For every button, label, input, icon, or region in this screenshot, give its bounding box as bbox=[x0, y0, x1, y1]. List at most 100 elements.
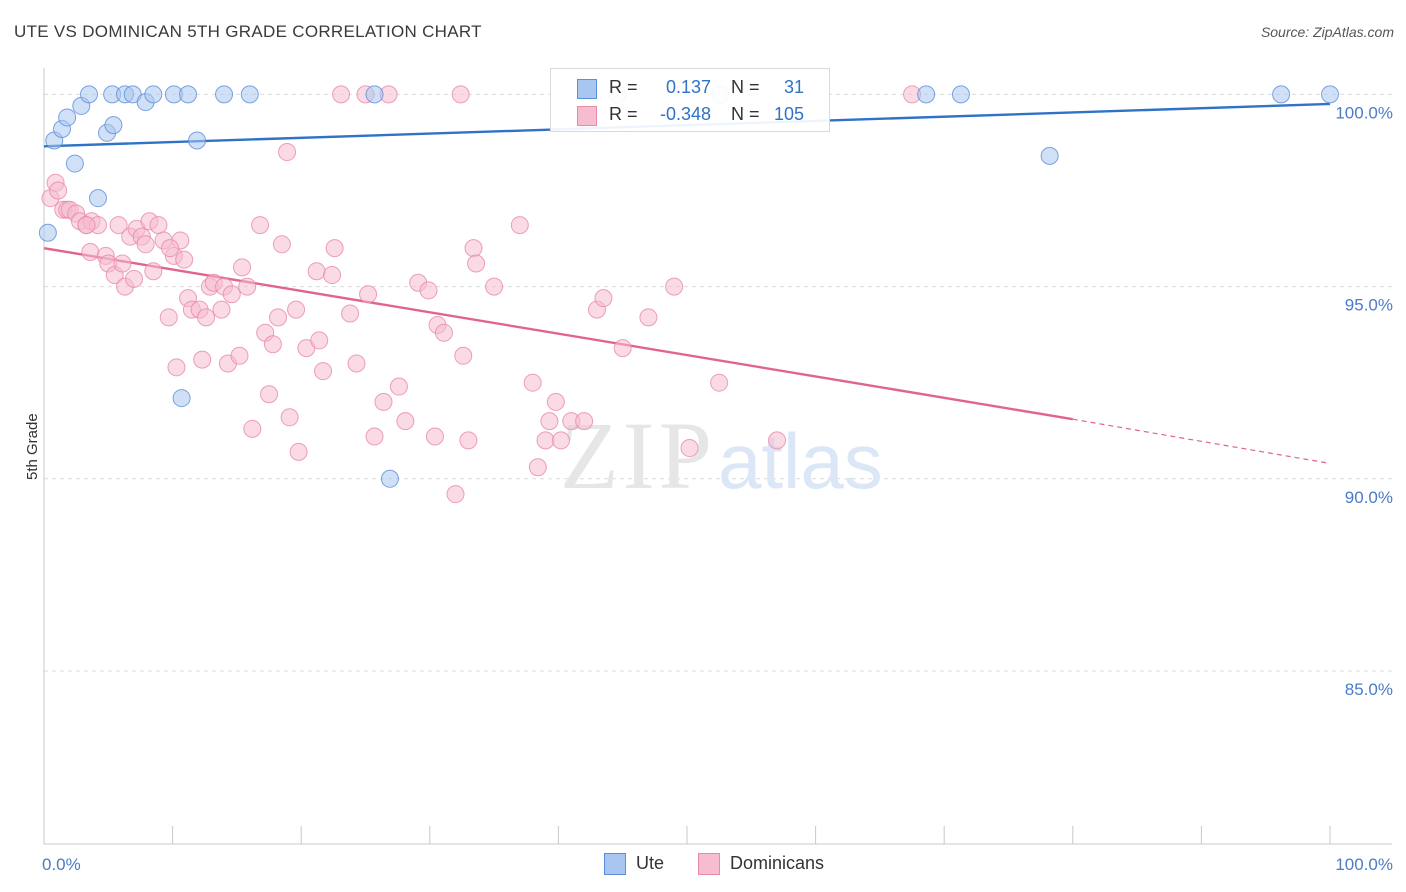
legend-row-ute: R = 0.137 N = 31 bbox=[551, 73, 829, 100]
dominicans-point bbox=[325, 239, 344, 258]
x-tick-label: 100.0% bbox=[1335, 855, 1393, 874]
dominicans-point bbox=[359, 285, 378, 304]
dominicans-point bbox=[639, 308, 658, 327]
dominicans-point bbox=[222, 285, 241, 304]
dominicans-point bbox=[238, 277, 257, 296]
n-value: 105 bbox=[773, 104, 804, 124]
dominicans-point bbox=[464, 239, 483, 258]
dominicans-point bbox=[323, 266, 342, 285]
ute-point bbox=[1321, 85, 1339, 104]
ute-point bbox=[917, 85, 936, 104]
legend-swatch-dominicans bbox=[577, 106, 597, 126]
dominicans-point bbox=[269, 308, 288, 327]
ute-point bbox=[89, 189, 108, 208]
ute-point bbox=[172, 389, 191, 408]
ute-point bbox=[38, 223, 57, 242]
dominicans-point bbox=[485, 277, 504, 296]
ute-point bbox=[1272, 85, 1291, 104]
dominicans-point bbox=[680, 439, 699, 458]
dominicans-point bbox=[536, 431, 555, 450]
legend-row-dominicans: R = -0.348 N = 105 bbox=[551, 100, 829, 127]
dominicans-point bbox=[434, 323, 453, 342]
dominicans-trend-extrapolation bbox=[1072, 418, 1331, 465]
dominicans-point bbox=[523, 373, 542, 392]
dominicans-point bbox=[81, 242, 100, 261]
legend-swatch-ute bbox=[577, 79, 597, 99]
x-tick-label: 0.0% bbox=[42, 855, 81, 874]
dominicans-point bbox=[161, 239, 180, 258]
dominicans-point bbox=[768, 431, 787, 450]
ute-point bbox=[80, 85, 99, 104]
n-value: 31 bbox=[783, 77, 804, 97]
dominicans-point bbox=[49, 181, 68, 200]
dominicans-point bbox=[193, 350, 212, 369]
dominicans-point bbox=[665, 277, 684, 296]
ute-point bbox=[380, 469, 399, 488]
n-label: N = bbox=[731, 104, 760, 124]
ute-point bbox=[1040, 146, 1059, 165]
dominicans-point bbox=[419, 281, 438, 300]
y-tick-label: 100.0% bbox=[1335, 103, 1393, 122]
r-label: R = bbox=[609, 104, 638, 124]
dominicans-point bbox=[710, 373, 729, 392]
dominicans-point bbox=[365, 427, 384, 446]
r-value: 0.137 bbox=[665, 77, 711, 97]
dominicans-point bbox=[467, 254, 486, 273]
ute-point bbox=[240, 85, 259, 104]
dominicans-point bbox=[77, 216, 96, 235]
dominicans-point bbox=[341, 304, 360, 323]
legend-label-ute: Ute bbox=[636, 853, 665, 873]
tick-labels: 100.0% 95.0% 90.0% 85.0% 0.0% 100.0% bbox=[42, 103, 1393, 874]
dominicans-point bbox=[263, 335, 282, 354]
dominicans-point bbox=[159, 308, 178, 327]
ute-point bbox=[365, 85, 384, 104]
dominicans-point bbox=[144, 262, 163, 281]
dominicans-point bbox=[332, 85, 351, 104]
dominicans-point bbox=[454, 346, 473, 365]
chart-title: UTE VS DOMINICAN 5TH GRADE CORRELATION C… bbox=[14, 22, 482, 41]
y-tick-label: 85.0% bbox=[1345, 680, 1393, 699]
r-value: -0.348 bbox=[659, 104, 711, 124]
dominicans-points bbox=[41, 85, 922, 504]
dominicans-point bbox=[125, 269, 144, 288]
ute-point bbox=[65, 154, 84, 173]
dominicans-point bbox=[310, 331, 329, 350]
dominicans-point bbox=[149, 216, 168, 235]
dominicans-point bbox=[109, 216, 128, 235]
dominicans-point bbox=[233, 258, 252, 277]
watermark-atlas: atlas bbox=[718, 417, 883, 505]
dominicans-point bbox=[272, 235, 291, 254]
source-label: Source: ZipAtlas.com bbox=[1260, 24, 1394, 40]
dominicans-point bbox=[451, 85, 470, 104]
dominicans-point bbox=[425, 427, 444, 446]
dominicans-point bbox=[278, 143, 297, 162]
dominicans-point bbox=[613, 339, 632, 358]
dominicans-point bbox=[212, 300, 231, 319]
n-label: N = bbox=[731, 77, 760, 97]
dominicans-point bbox=[347, 354, 366, 373]
ute-point bbox=[951, 85, 970, 104]
dominicans-point bbox=[243, 419, 262, 438]
dominicans-point bbox=[289, 442, 308, 461]
dominicans-point bbox=[167, 358, 186, 377]
dominicans-point bbox=[510, 216, 529, 235]
dominicans-point bbox=[396, 412, 415, 431]
y-tick-label: 90.0% bbox=[1345, 488, 1393, 507]
dominicans-point bbox=[136, 235, 155, 254]
legend-swatch-ute bbox=[604, 853, 626, 875]
dominicans-point bbox=[307, 262, 326, 281]
dominicans-point bbox=[251, 216, 270, 235]
ute-point bbox=[58, 108, 77, 127]
stats-legend: R = 0.137 N = 31 R = -0.348 N = 105 bbox=[550, 68, 830, 132]
dominicans-point bbox=[374, 392, 393, 411]
ute-point bbox=[144, 85, 163, 104]
ute-point bbox=[104, 116, 123, 135]
dominicans-point bbox=[575, 412, 594, 431]
dominicans-point bbox=[540, 412, 559, 431]
dominicans-point bbox=[389, 377, 408, 396]
dominicans-point bbox=[546, 392, 565, 411]
legend-swatch-dominicans bbox=[698, 853, 720, 875]
dominicans-point bbox=[446, 485, 465, 504]
dominicans-point bbox=[197, 308, 216, 327]
